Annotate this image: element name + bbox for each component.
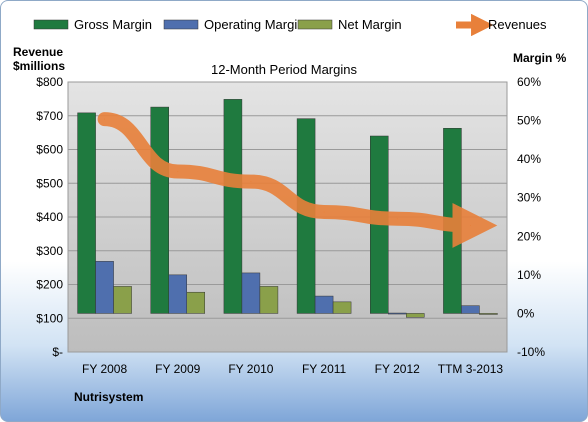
legend-label: Operating Margin [204,17,304,32]
left-tick-label: $500 [36,176,63,190]
left-tick-label: $100 [36,311,63,325]
bar-net-margin [332,301,352,314]
bar-gross-margin [77,112,96,314]
left-tick-label: $- [52,345,63,359]
legend-swatch-gross-margin [33,19,69,30]
revenue-point [323,211,325,213]
left-tick-label: $300 [36,244,63,258]
bar-net-margin [406,313,425,318]
right-tick-label: 20% [517,229,541,243]
x-tick-label: FY 2012 [375,362,420,376]
right-tick-label: 50% [517,114,541,128]
bar-operating-margin [314,295,334,314]
right-tick-label: 10% [517,268,541,282]
x-tick-label: FY 2011 [302,362,347,376]
bar-operating-margin [95,261,114,314]
x-tick-label: FY 2010 [228,362,273,376]
legend-swatch-operating-margin [163,19,199,30]
left-tick-label: $700 [36,109,63,123]
bar-operating-margin [241,272,261,314]
legend-swatch-net-margin [297,19,333,30]
bar-operating-margin [168,274,187,314]
revenue-point [396,218,398,220]
bar-operating-margin [461,305,480,314]
left-axis-label-line1: Revenue [13,45,63,59]
left-tick-label: $600 [36,143,63,157]
bar-gross-margin [150,106,169,314]
legend: Gross Margin Operating Margin Net Margin Re… [33,13,547,37]
left-axis-label-line2: $millions [13,59,65,73]
bar-net-margin [113,286,132,314]
x-tick-label: TTM 3-2013 [438,362,504,376]
legend-label: Net Margin [338,17,402,32]
revenue-point [104,118,106,120]
x-tick-label: FY 2009 [155,362,200,376]
left-tick-label: $200 [36,278,63,292]
right-tick-label: 40% [517,152,541,166]
bar-net-margin [186,291,205,314]
bar-operating-margin [388,312,407,315]
chart-title: 12-Month Period Margins [211,62,357,77]
revenue-point [177,170,179,172]
company-name: Nutrisystem [74,390,143,404]
left-tick-label: $400 [36,210,63,224]
bar-net-margin [479,313,498,315]
right-axis-label: Margin % [513,51,567,65]
legend-label: Revenues [488,17,547,32]
right-tick-label: 30% [517,191,541,205]
bar-gross-margin [223,99,243,314]
right-tick-label: 0% [517,306,535,320]
x-tick-label: FY 2008 [82,362,127,376]
revenue-point [250,181,252,183]
right-tick-label: -10% [517,345,545,359]
left-tick-label: $800 [36,75,63,89]
bar-net-margin [259,286,279,314]
legend-label: Gross Margin [74,17,152,32]
right-tick-label: 60% [517,75,541,89]
revenue-point [469,224,471,226]
